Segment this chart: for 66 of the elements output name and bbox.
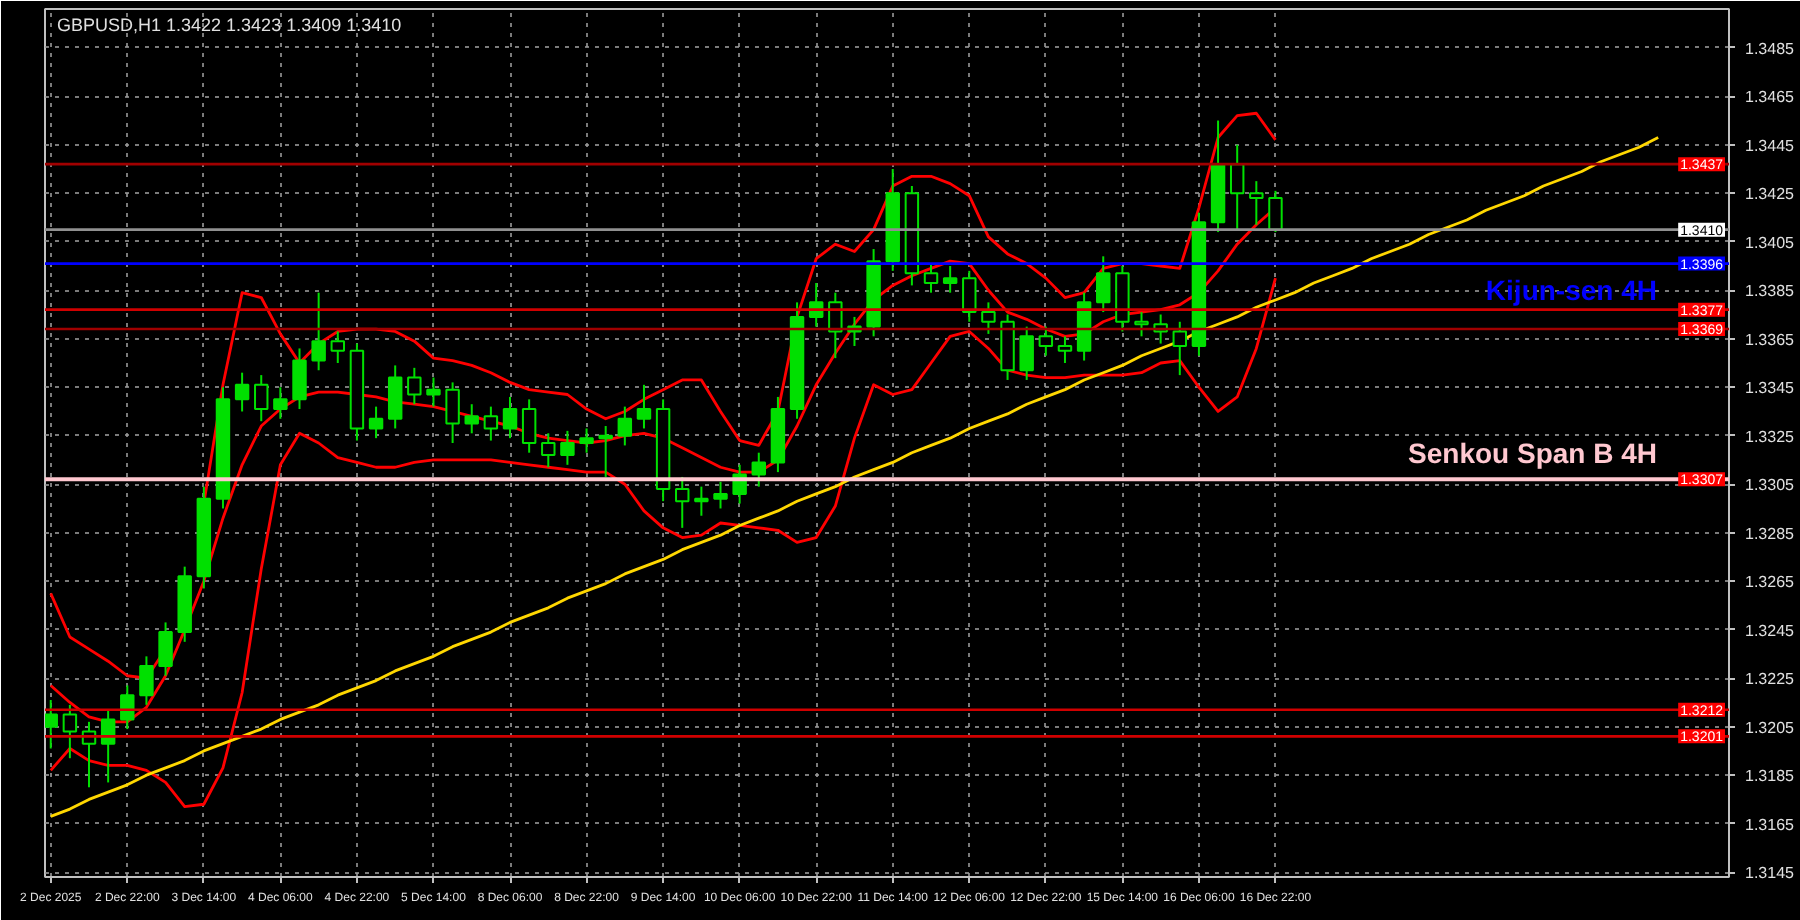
candlestick (981, 301, 996, 335)
y-tick-label: 1.3365 (1745, 330, 1796, 349)
y-tick-label: 1.3325 (1745, 427, 1796, 446)
candlestick (120, 684, 135, 731)
y-tick-label: 1.3165 (1745, 815, 1796, 834)
candlestick (598, 425, 613, 478)
candlestick (368, 405, 384, 440)
candlestick (617, 405, 633, 447)
y-tick-label: 1.3305 (1745, 476, 1796, 495)
candlestick (942, 265, 958, 294)
y-tick-label: 1.3185 (1745, 767, 1796, 786)
candlestick (713, 480, 728, 510)
candlestick (139, 655, 154, 706)
line-series (49, 136, 1660, 818)
line-series (49, 276, 1277, 809)
candlestick (407, 366, 422, 406)
candlestick (1268, 189, 1283, 234)
y-tick-label: 1.3385 (1745, 282, 1796, 301)
candlestick (234, 371, 250, 413)
candlestick (445, 381, 460, 444)
y-tick-label: 1.3225 (1745, 670, 1796, 689)
annotation: Senkou Span B 4H (1408, 437, 1657, 470)
y-tick-label: 1.3285 (1745, 524, 1796, 543)
y-tick-label: 1.3145 (1745, 864, 1796, 883)
candlestick (541, 432, 556, 469)
chart-title: GBPUSD,H1 1.3422 1.3423 1.3409 1.3410 (57, 15, 402, 35)
candlestick (751, 451, 767, 488)
candlestick (560, 429, 575, 466)
candlestick (1019, 325, 1034, 381)
annotation: Kijun-sen 4H (1485, 273, 1658, 306)
candlestick (254, 374, 269, 423)
candlestick (311, 291, 326, 372)
candlestick (962, 269, 977, 323)
candlestick (1229, 143, 1245, 231)
candlestick (1172, 320, 1188, 377)
y-tick-label: 1.3465 (1745, 88, 1796, 107)
y-tick-label: 1.3205 (1745, 718, 1796, 737)
candlestick (1057, 335, 1073, 364)
y-tick-label: 1.3245 (1745, 621, 1796, 640)
candlestick (1096, 255, 1111, 314)
y-tick-label: 1.3485 (1745, 39, 1796, 58)
candlestick (579, 427, 594, 454)
candlestick (292, 347, 307, 411)
y-tick-label: 1.3425 (1745, 185, 1796, 204)
y-tick-label: 1.3445 (1745, 136, 1796, 155)
candlestick (62, 703, 78, 760)
candlestick (521, 398, 537, 454)
candlestick (502, 395, 518, 440)
candlestick (636, 383, 652, 430)
candlestick (387, 364, 403, 430)
candlestick (1249, 180, 1264, 226)
candlestick (694, 485, 709, 517)
candlestick (483, 405, 499, 442)
candlestick (1038, 325, 1054, 357)
y-tick-label: 1.3405 (1745, 233, 1796, 252)
candlestick (923, 262, 939, 294)
y-tick-label: 1.3265 (1745, 573, 1796, 592)
candlestick (330, 330, 346, 364)
candlestick (426, 376, 441, 408)
candlestick (273, 386, 288, 420)
candlestick (1134, 311, 1149, 338)
candlestick (675, 475, 690, 529)
y-tick-label: 1.3345 (1745, 379, 1796, 398)
candlestick (158, 621, 173, 677)
candlestick (464, 403, 479, 435)
candlestick (45, 699, 58, 750)
